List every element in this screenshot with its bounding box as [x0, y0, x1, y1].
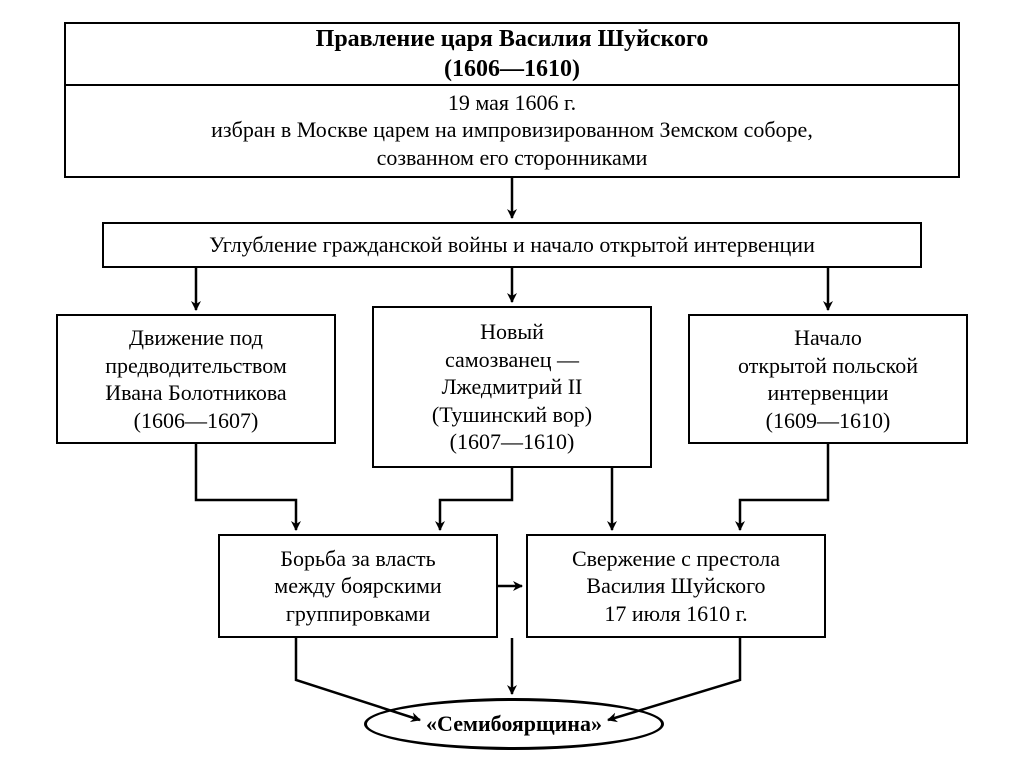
- bottom-left-l3: группировками: [286, 600, 430, 628]
- threebox-right-l3: интервенции: [767, 379, 888, 407]
- threebox-right-l2: открытой польской: [738, 352, 918, 380]
- result-ellipse: «Семибоярщина»: [364, 698, 664, 750]
- threebox-right: Начало открытой польской интервенции (16…: [688, 314, 968, 444]
- subtitle-line2: созванном его сторонниками: [78, 144, 946, 172]
- top-box: Правление царя Василия Шуйского (1606—16…: [64, 22, 960, 178]
- title-line1: Правление царя Василия Шуйского: [66, 24, 958, 54]
- bottom-right-l3: 17 июля 1610 г.: [604, 600, 747, 628]
- threebox-left: Движение под предводительством Ивана Бол…: [56, 314, 336, 444]
- threebox-right-l4: (1609—1610): [766, 407, 891, 435]
- threebox-center-l3: Лжедмитрий II: [442, 373, 583, 401]
- subtitle-line1: избран в Москве царем на импровизированн…: [78, 116, 946, 144]
- bottom-right-l1: Свержение с престола: [572, 545, 780, 573]
- subtitle-date: 19 мая 1606 г.: [78, 89, 946, 117]
- bottom-right-l2: Василия Шуйского: [586, 572, 765, 600]
- threebox-right-l1: Начало: [794, 324, 862, 352]
- bottom-right-box: Свержение с престола Василия Шуйского 17…: [526, 534, 826, 638]
- bottom-left-l1: Борьба за власть: [280, 545, 435, 573]
- mid-box: Углубление гражданской войны и начало от…: [102, 222, 922, 268]
- bottom-left-box: Борьба за власть между боярскими группир…: [218, 534, 498, 638]
- threebox-left-l3: Ивана Болотникова: [105, 379, 286, 407]
- title-divider: [66, 84, 958, 86]
- threebox-center-l1: Новый: [480, 318, 544, 346]
- threebox-left-l2: предводительством: [105, 352, 287, 380]
- threebox-center-l4: (Тушинский вор): [432, 401, 592, 429]
- bottom-left-l2: между боярскими: [274, 572, 441, 600]
- title-line2: (1606—1610): [66, 54, 958, 84]
- ellipse-text: «Семибоярщина»: [426, 711, 602, 737]
- threebox-center: Новый самозванец — Лжедмитрий II (Тушинс…: [372, 306, 652, 468]
- threebox-center-l5: (1607—1610): [450, 428, 575, 456]
- threebox-center-l2: самозванец —: [445, 346, 579, 374]
- mid-text: Углубление гражданской войны и начало от…: [209, 231, 815, 259]
- threebox-left-l4: (1606—1607): [134, 407, 259, 435]
- threebox-left-l1: Движение под: [129, 324, 263, 352]
